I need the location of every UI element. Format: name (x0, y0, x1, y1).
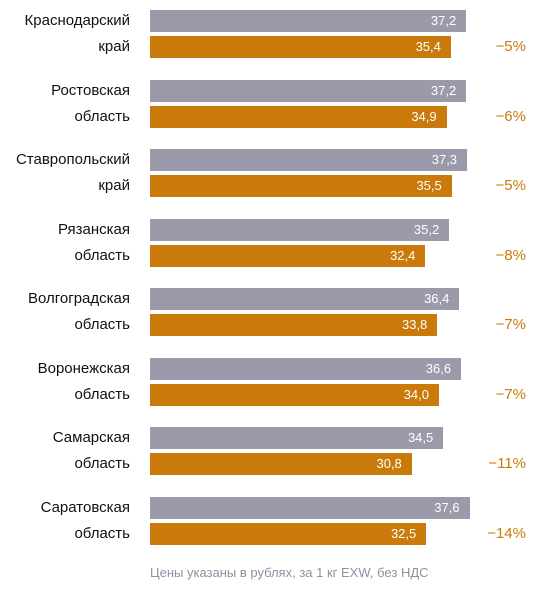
change-label: −5% (495, 38, 526, 55)
bar-previous: 37,2 (150, 79, 467, 102)
change-label: −14% (487, 524, 526, 542)
bar-value-label: 30,8 (376, 456, 402, 471)
bar-previous: 35,2 (150, 218, 450, 241)
region-label: Саратовская (40, 498, 130, 516)
bar-value-label: 37,2 (430, 13, 457, 28)
bar-value-label: 37,2 (430, 82, 457, 98)
region-label: область (74, 316, 130, 333)
bar-previous: 37,6 (150, 496, 470, 519)
bar-current: 35,4 (150, 36, 451, 58)
region-label: область (74, 455, 130, 472)
bar-current: 34,0 (150, 383, 439, 406)
bar-previous: 37,3 (150, 149, 468, 171)
bar-previous: 37,2 (150, 10, 467, 32)
region-label: область (74, 107, 130, 125)
region-label: область (74, 385, 130, 403)
bar-value-label: 36,6 (425, 360, 452, 376)
region-label: край (98, 38, 130, 55)
bar-value-label: 32,4 (390, 247, 416, 263)
change-label: −7% (495, 316, 526, 333)
bar-value-label: 35,5 (416, 178, 442, 193)
region-label: область (74, 524, 130, 542)
bar-value-label: 37,6 (434, 499, 460, 515)
change-label: −8% (495, 246, 526, 264)
region-label: Ставропольский (15, 151, 130, 168)
region-label: область (74, 246, 130, 264)
region-label: Воронежская (37, 359, 130, 377)
region-label: Краснодарский (24, 12, 130, 29)
change-label: −5% (495, 177, 526, 194)
chart-footnote: Цены указаны в рублях, за 1 кг EXW, без … (150, 565, 429, 580)
bar-current: 33,8 (150, 314, 438, 336)
bar-previous: 34,5 (150, 427, 444, 449)
bar-value-label: 35,4 (415, 39, 441, 54)
region-label: край (98, 177, 130, 194)
region-label: Рязанская (58, 220, 130, 238)
bar-value-label: 36,4 (424, 291, 450, 306)
bar-current: 30,8 (150, 453, 412, 475)
bar-current: 34,9 (150, 105, 447, 128)
bar-value-label: 35,2 (413, 221, 440, 237)
bar-value-label: 37,3 (431, 152, 458, 167)
bar-value-label: 34,9 (411, 108, 437, 124)
bar-value-label: 32,5 (390, 525, 417, 541)
bar-previous: 36,6 (150, 357, 462, 380)
bar-previous: 36,4 (150, 288, 460, 310)
bar-current: 32,5 (150, 522, 427, 545)
bar-value-label: 34,5 (407, 430, 434, 445)
bar-value-label: 33,8 (401, 317, 428, 332)
bar-value-label: 34,0 (403, 386, 429, 402)
region-label: Волгоградская (27, 290, 130, 307)
change-label: −11% (488, 455, 526, 472)
region-label: Ростовская (51, 81, 130, 99)
bar-current: 35,5 (150, 175, 452, 197)
region-label: Самарская (52, 429, 130, 446)
change-label: −6% (495, 107, 526, 125)
bar-current: 32,4 (150, 244, 426, 267)
change-label: −7% (495, 385, 526, 403)
